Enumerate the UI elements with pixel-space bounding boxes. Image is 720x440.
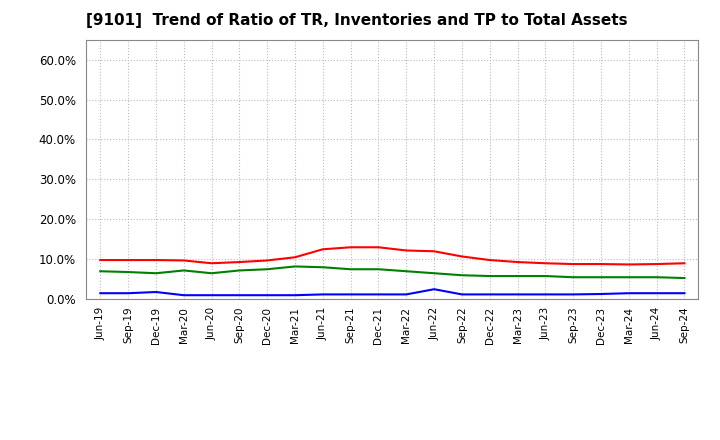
Trade Payables [485,273,494,279]
Trade Receivables [680,260,689,266]
Trade Receivables [485,257,494,263]
Inventories [291,293,300,298]
Text: [9101]  Trend of Ratio of TR, Inventories and TP to Total Assets: [9101] Trend of Ratio of TR, Inventories… [86,13,628,28]
Trade Receivables [597,261,606,267]
Trade Receivables [346,245,355,250]
Trade Payables [458,273,467,278]
Trade Receivables [291,255,300,260]
Inventories [430,286,438,292]
Trade Payables [402,268,410,274]
Trade Payables [597,275,606,280]
Trade Payables [680,275,689,281]
Trade Receivables [569,261,577,267]
Trade Receivables [179,258,188,263]
Inventories [346,292,355,297]
Trade Payables [291,264,300,269]
Inventories [597,291,606,297]
Trade Receivables [124,257,132,263]
Trade Payables [318,264,327,270]
Trade Receivables [263,258,271,263]
Inventories [458,292,467,297]
Trade Payables [430,271,438,276]
Trade Payables [207,271,216,276]
Inventories [263,293,271,298]
Trade Payables [513,273,522,279]
Trade Receivables [624,262,633,267]
Trade Receivables [513,260,522,265]
Inventories [569,292,577,297]
Inventories [124,290,132,296]
Trade Payables [374,267,383,272]
Inventories [624,290,633,296]
Inventories [235,293,243,298]
Inventories [207,293,216,298]
Trade Payables [569,275,577,280]
Trade Receivables [652,261,661,267]
Trade Receivables [207,260,216,266]
Trade Payables [124,269,132,275]
Trade Payables [541,273,550,279]
Trade Payables [652,275,661,280]
Inventories [680,290,689,296]
Trade Receivables [402,248,410,253]
Trade Receivables [235,260,243,265]
Line: Trade Receivables: Trade Receivables [100,247,685,264]
Line: Inventories: Inventories [100,289,685,295]
Inventories [374,292,383,297]
Inventories [402,292,410,297]
Inventories [513,292,522,297]
Trade Payables [235,268,243,273]
Trade Payables [346,267,355,272]
Trade Receivables [96,257,104,263]
Trade Payables [152,271,161,276]
Trade Payables [624,275,633,280]
Trade Receivables [541,260,550,266]
Inventories [152,290,161,295]
Trade Payables [263,267,271,272]
Trade Receivables [318,247,327,252]
Inventories [541,292,550,297]
Trade Payables [179,268,188,273]
Inventories [652,290,661,296]
Inventories [318,292,327,297]
Trade Receivables [152,257,161,263]
Trade Receivables [374,245,383,250]
Inventories [179,293,188,298]
Trade Receivables [458,254,467,259]
Trade Receivables [430,249,438,254]
Inventories [485,292,494,297]
Trade Payables [96,268,104,274]
Inventories [96,290,104,296]
Line: Trade Payables: Trade Payables [100,267,685,278]
